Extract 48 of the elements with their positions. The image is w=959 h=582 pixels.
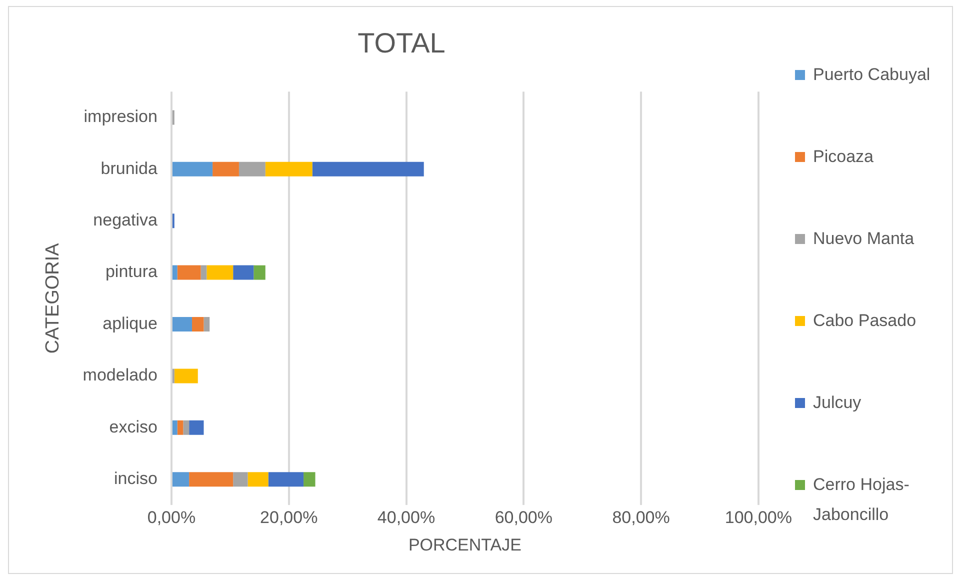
bar — [206, 265, 234, 280]
x-tick-label: 0,00% — [147, 508, 196, 528]
x-tick-label: 100,00% — [724, 508, 792, 528]
y-tick-label: exciso — [109, 417, 158, 436]
bar — [192, 317, 204, 332]
y-tick-label: brunida — [100, 158, 158, 178]
y-tick-label: impresion — [84, 107, 158, 126]
bar — [233, 472, 248, 487]
y-tick-label: negativa — [93, 210, 158, 230]
y-tick-label: pintura — [105, 262, 158, 282]
x-tick-label: 60,00% — [494, 508, 552, 528]
y-tick-label: modelado — [82, 366, 158, 385]
bar — [268, 472, 304, 487]
legend-label: Nuevo Manta — [813, 228, 916, 250]
y-tick-label: inciso — [114, 469, 158, 488]
bar — [254, 265, 266, 280]
legend-label: Picoaza — [813, 146, 874, 168]
bar — [204, 317, 210, 332]
bar — [233, 265, 254, 280]
y-axis-title: CATEGORIA — [42, 242, 64, 354]
legend-label: Cabo Pasado — [813, 310, 918, 332]
y-tick-label: aplique — [102, 314, 158, 333]
bar — [177, 420, 184, 435]
bar — [238, 162, 266, 176]
bar — [174, 368, 198, 384]
bar — [312, 162, 424, 176]
bar — [265, 162, 312, 176]
bar — [248, 472, 268, 487]
bar — [189, 420, 204, 435]
legend-label: Julcuy — [813, 392, 862, 414]
x-tick-label: 20,00% — [260, 508, 318, 528]
bar — [172, 472, 190, 487]
bar — [183, 420, 190, 435]
x-tick-label: 40,00% — [377, 508, 436, 528]
bar — [172, 317, 192, 332]
bar — [304, 472, 316, 487]
legend-label: Cerro Hojas-Jaboncillo — [813, 474, 910, 526]
x-axis-title: PORCENTAJE — [408, 535, 522, 554]
x-tick-label: 80,00% — [612, 508, 670, 528]
bar — [212, 162, 239, 176]
bar — [172, 420, 178, 435]
bar — [172, 162, 213, 176]
chart-title: TOTAL — [358, 28, 446, 59]
bar — [177, 265, 201, 280]
bar — [172, 265, 178, 280]
legend-label: Puerto Cabuyal — [813, 64, 932, 86]
bar — [189, 472, 234, 487]
bar — [200, 265, 207, 280]
